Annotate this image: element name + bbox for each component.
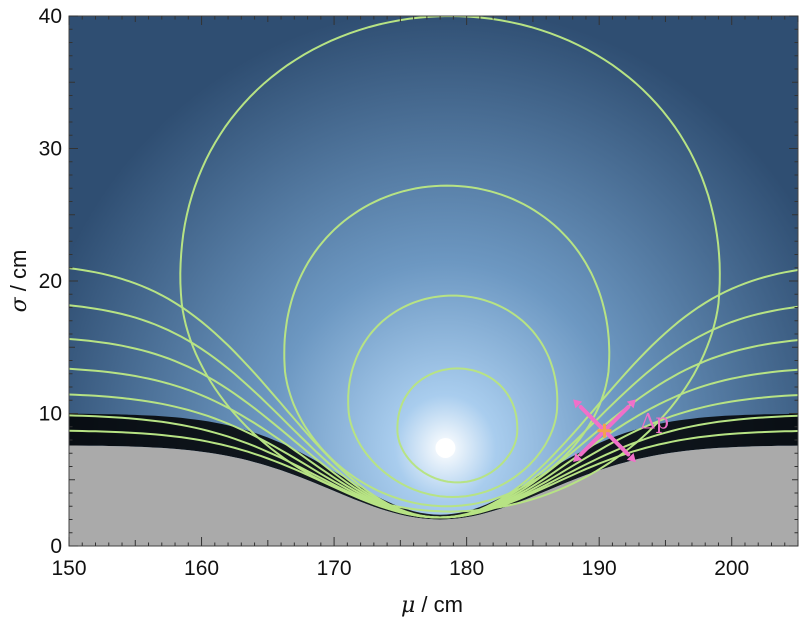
x-axis-symbol: μ: [401, 593, 415, 618]
marker-arrowhead-3: [573, 453, 583, 463]
y-tick-label: 10: [39, 403, 62, 426]
grey-excluded-region: [69, 445, 798, 546]
y-tick-label: 0: [50, 535, 62, 558]
x-tick-label: 150: [51, 557, 86, 580]
marker-arrowhead-4: [626, 453, 636, 463]
marker-arrowhead-1: [573, 399, 583, 409]
fan-contour-7: [69, 429, 798, 519]
x-tick-label: 200: [714, 557, 749, 580]
contour-level-1: [396, 367, 519, 484]
marker-arrowhead-2: [626, 399, 636, 409]
contour-lines: [179, 16, 721, 513]
x-tick-label: 170: [317, 557, 352, 580]
contour-level-4: [179, 16, 721, 513]
fan-contour-lines: [69, 267, 798, 519]
contour-level-2: [347, 294, 559, 499]
delta-p-marker: [573, 399, 636, 463]
contour-level-3: [283, 184, 611, 508]
x-tick-label: 160: [184, 557, 219, 580]
peak-highlight: [435, 437, 456, 458]
x-tick-label: 180: [449, 557, 484, 580]
y-tick-label: 30: [39, 138, 62, 161]
delta-p-label: Δp: [640, 410, 669, 434]
y-axis-symbol: σ: [7, 296, 32, 312]
marker-arrow-2: [602, 404, 631, 433]
x-axis-ticks: 150 160 170 180 190 200: [51, 16, 799, 580]
x-axis-title: μ / cm: [401, 592, 463, 618]
x-axis-unit: / cm: [415, 592, 463, 617]
y-axis-ticks: 0 10 20 30 40: [39, 5, 798, 558]
marker-arrow-1: [578, 404, 607, 433]
y-axis-unit: / cm: [6, 250, 31, 298]
y-tick-label: 20: [39, 270, 62, 293]
x-tick-label: 190: [582, 557, 617, 580]
marker-arrow-4: [602, 428, 631, 457]
y-axis-title: σ / cm: [6, 250, 32, 313]
y-tick-label: 40: [39, 5, 62, 28]
marker-arrow-3: [578, 428, 607, 457]
